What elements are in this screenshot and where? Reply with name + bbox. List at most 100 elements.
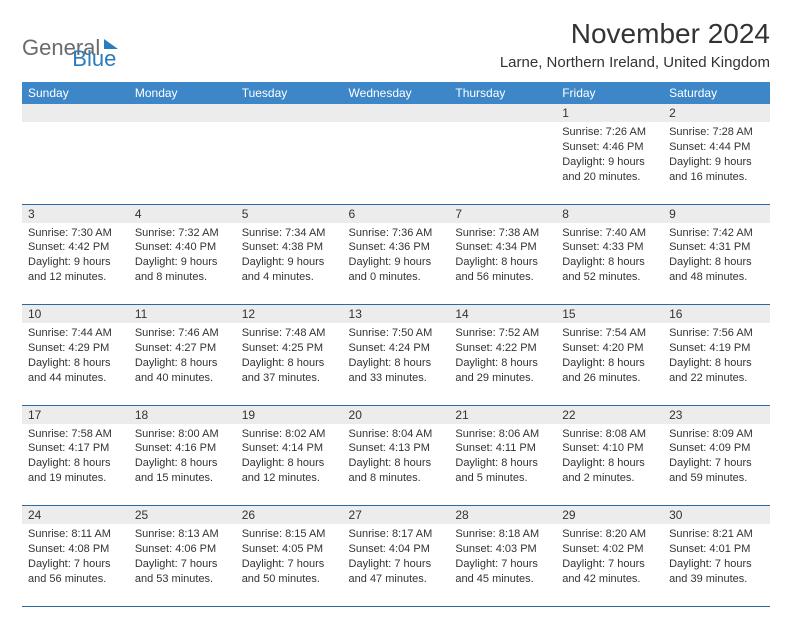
sunrise-text: Sunrise: 7:36 AM [349,226,444,241]
daylight-text: Daylight: 8 hours and 15 minutes. [135,456,230,486]
daylight-text: Daylight: 7 hours and 47 minutes. [349,557,444,587]
sunrise-text: Sunrise: 8:00 AM [135,427,230,442]
daylight-text: Daylight: 7 hours and 56 minutes. [28,557,123,587]
day-detail-cell: Sunrise: 8:00 AMSunset: 4:16 PMDaylight:… [129,424,236,506]
day-number-cell: 9 [663,204,770,223]
sunset-text: Sunset: 4:46 PM [562,140,657,155]
day-number-cell [129,104,236,122]
day-number-cell: 16 [663,305,770,324]
sunset-text: Sunset: 4:05 PM [242,542,337,557]
weekday-header: Wednesday [343,82,450,104]
sunset-text: Sunset: 4:14 PM [242,441,337,456]
sunset-text: Sunset: 4:08 PM [28,542,123,557]
sunset-text: Sunset: 4:10 PM [562,441,657,456]
daylight-text: Daylight: 7 hours and 39 minutes. [669,557,764,587]
day-detail-cell: Sunrise: 8:11 AMSunset: 4:08 PMDaylight:… [22,524,129,606]
day-number-cell [343,104,450,122]
title-block: November 2024 Larne, Northern Ireland, U… [500,18,770,71]
day-number-cell: 1 [556,104,663,122]
day-number-cell [236,104,343,122]
daylight-text: Daylight: 8 hours and 56 minutes. [455,255,550,285]
sunrise-text: Sunrise: 7:34 AM [242,226,337,241]
sunrise-text: Sunrise: 7:48 AM [242,326,337,341]
sunset-text: Sunset: 4:20 PM [562,341,657,356]
day-number-cell [22,104,129,122]
location-text: Larne, Northern Ireland, United Kingdom [500,54,770,71]
sunset-text: Sunset: 4:42 PM [28,240,123,255]
day-number-cell [449,104,556,122]
daylight-text: Daylight: 8 hours and 26 minutes. [562,356,657,386]
day-number-cell: 26 [236,506,343,525]
daylight-text: Daylight: 9 hours and 16 minutes. [669,155,764,185]
day-detail-cell: Sunrise: 7:50 AMSunset: 4:24 PMDaylight:… [343,323,450,405]
day-detail-cell: Sunrise: 7:38 AMSunset: 4:34 PMDaylight:… [449,223,556,305]
daylight-text: Daylight: 9 hours and 8 minutes. [135,255,230,285]
day-detail-cell [129,122,236,204]
day-number-cell: 12 [236,305,343,324]
daylight-text: Daylight: 8 hours and 22 minutes. [669,356,764,386]
sunset-text: Sunset: 4:01 PM [669,542,764,557]
sunrise-text: Sunrise: 7:28 AM [669,125,764,140]
sunrise-text: Sunrise: 7:40 AM [562,226,657,241]
weekday-header-row: Sunday Monday Tuesday Wednesday Thursday… [22,82,770,104]
brand-logo: General Blue [22,18,116,72]
daylight-text: Daylight: 8 hours and 19 minutes. [28,456,123,486]
daylight-text: Daylight: 9 hours and 12 minutes. [28,255,123,285]
day-detail-cell: Sunrise: 8:08 AMSunset: 4:10 PMDaylight:… [556,424,663,506]
daylight-text: Daylight: 9 hours and 4 minutes. [242,255,337,285]
sunset-text: Sunset: 4:27 PM [135,341,230,356]
sunrise-text: Sunrise: 8:04 AM [349,427,444,442]
sunset-text: Sunset: 4:24 PM [349,341,444,356]
day-detail-cell: Sunrise: 8:20 AMSunset: 4:02 PMDaylight:… [556,524,663,606]
day-detail-cell: Sunrise: 7:26 AMSunset: 4:46 PMDaylight:… [556,122,663,204]
sunset-text: Sunset: 4:11 PM [455,441,550,456]
sunrise-text: Sunrise: 7:42 AM [669,226,764,241]
weekday-header: Tuesday [236,82,343,104]
sunset-text: Sunset: 4:31 PM [669,240,764,255]
sunset-text: Sunset: 4:03 PM [455,542,550,557]
sunset-text: Sunset: 4:36 PM [349,240,444,255]
day-number-cell: 11 [129,305,236,324]
sunset-text: Sunset: 4:16 PM [135,441,230,456]
day-detail-row: Sunrise: 7:26 AMSunset: 4:46 PMDaylight:… [22,122,770,204]
daylight-text: Daylight: 8 hours and 37 minutes. [242,356,337,386]
calendar-table: Sunday Monday Tuesday Wednesday Thursday… [22,82,770,607]
day-detail-cell: Sunrise: 7:58 AMSunset: 4:17 PMDaylight:… [22,424,129,506]
day-detail-row: Sunrise: 8:11 AMSunset: 4:08 PMDaylight:… [22,524,770,606]
daylight-text: Daylight: 9 hours and 20 minutes. [562,155,657,185]
day-detail-cell: Sunrise: 8:13 AMSunset: 4:06 PMDaylight:… [129,524,236,606]
daylight-text: Daylight: 8 hours and 44 minutes. [28,356,123,386]
weekday-header: Monday [129,82,236,104]
day-number-cell: 24 [22,506,129,525]
day-detail-cell: Sunrise: 7:52 AMSunset: 4:22 PMDaylight:… [449,323,556,405]
weekday-header: Sunday [22,82,129,104]
sunrise-text: Sunrise: 7:50 AM [349,326,444,341]
day-detail-row: Sunrise: 7:58 AMSunset: 4:17 PMDaylight:… [22,424,770,506]
day-number-cell: 21 [449,405,556,424]
day-detail-cell: Sunrise: 8:15 AMSunset: 4:05 PMDaylight:… [236,524,343,606]
day-number-cell: 29 [556,506,663,525]
weekday-header: Friday [556,82,663,104]
day-number-row: 3456789 [22,204,770,223]
sunrise-text: Sunrise: 8:15 AM [242,527,337,542]
day-number-cell: 7 [449,204,556,223]
month-title: November 2024 [500,18,770,50]
sunrise-text: Sunrise: 7:58 AM [28,427,123,442]
day-number-cell: 17 [22,405,129,424]
daylight-text: Daylight: 8 hours and 40 minutes. [135,356,230,386]
sunrise-text: Sunrise: 8:11 AM [28,527,123,542]
day-detail-cell: Sunrise: 7:28 AMSunset: 4:44 PMDaylight:… [663,122,770,204]
day-detail-cell [236,122,343,204]
sunrise-text: Sunrise: 8:20 AM [562,527,657,542]
sunrise-text: Sunrise: 8:02 AM [242,427,337,442]
sunrise-text: Sunrise: 7:52 AM [455,326,550,341]
day-number-cell: 5 [236,204,343,223]
day-detail-cell: Sunrise: 8:18 AMSunset: 4:03 PMDaylight:… [449,524,556,606]
day-number-row: 12 [22,104,770,122]
day-number-cell: 22 [556,405,663,424]
sunrise-text: Sunrise: 8:21 AM [669,527,764,542]
sunrise-text: Sunrise: 8:06 AM [455,427,550,442]
sunset-text: Sunset: 4:38 PM [242,240,337,255]
day-detail-cell: Sunrise: 8:02 AMSunset: 4:14 PMDaylight:… [236,424,343,506]
daylight-text: Daylight: 7 hours and 42 minutes. [562,557,657,587]
